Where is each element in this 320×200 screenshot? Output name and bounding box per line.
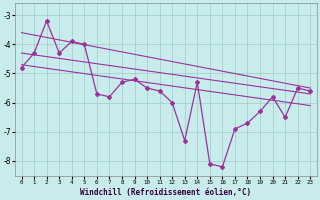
X-axis label: Windchill (Refroidissement éolien,°C): Windchill (Refroidissement éolien,°C) bbox=[80, 188, 252, 197]
